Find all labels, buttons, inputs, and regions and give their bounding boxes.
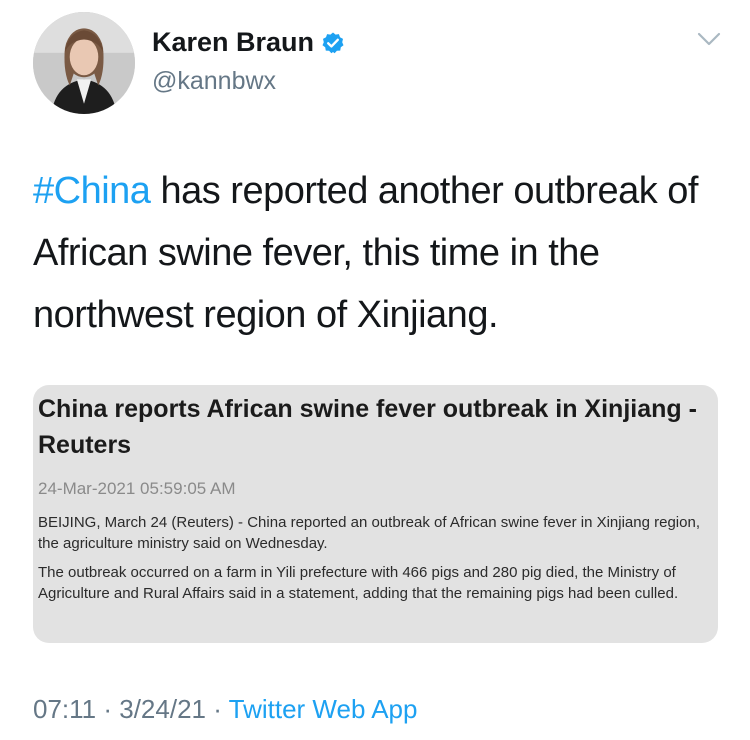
tweet-source[interactable]: Twitter Web App	[228, 694, 418, 724]
tweet-meta: 07:11 · 3/24/21 · Twitter Web App	[33, 694, 417, 725]
avatar[interactable]	[33, 12, 135, 114]
meta-separator: ·	[96, 694, 120, 724]
card-paragraph-2: The outbreak occurred on a farm in Yili …	[38, 564, 679, 602]
verified-badge-icon	[322, 32, 344, 53]
card-date: 24-Mar-2021 05:59:05 AM	[38, 479, 236, 498]
link-card[interactable]: China reports African swine fever outbre…	[33, 385, 718, 643]
tweet-text: #China has reported another outbreak of …	[33, 160, 733, 346]
author-name[interactable]: Karen Braun	[152, 27, 315, 57]
tweet-date[interactable]: 3/24/21	[119, 694, 206, 724]
hashtag-link[interactable]: #China	[33, 170, 151, 212]
card-title: China reports African swine fever outbre…	[38, 395, 697, 459]
tweet-time[interactable]: 07:11	[33, 694, 97, 724]
card-paragraph-1: BEIJING, March 24 (Reuters) - China repo…	[38, 514, 700, 552]
profile-photo	[33, 12, 135, 114]
chevron-down-icon[interactable]	[696, 30, 722, 48]
author-handle[interactable]: @kannbwx	[152, 67, 277, 95]
author-row: Karen Braun	[152, 27, 345, 58]
meta-separator: ·	[206, 694, 229, 724]
tweet-body: has reported another outbreak of African…	[33, 170, 698, 336]
